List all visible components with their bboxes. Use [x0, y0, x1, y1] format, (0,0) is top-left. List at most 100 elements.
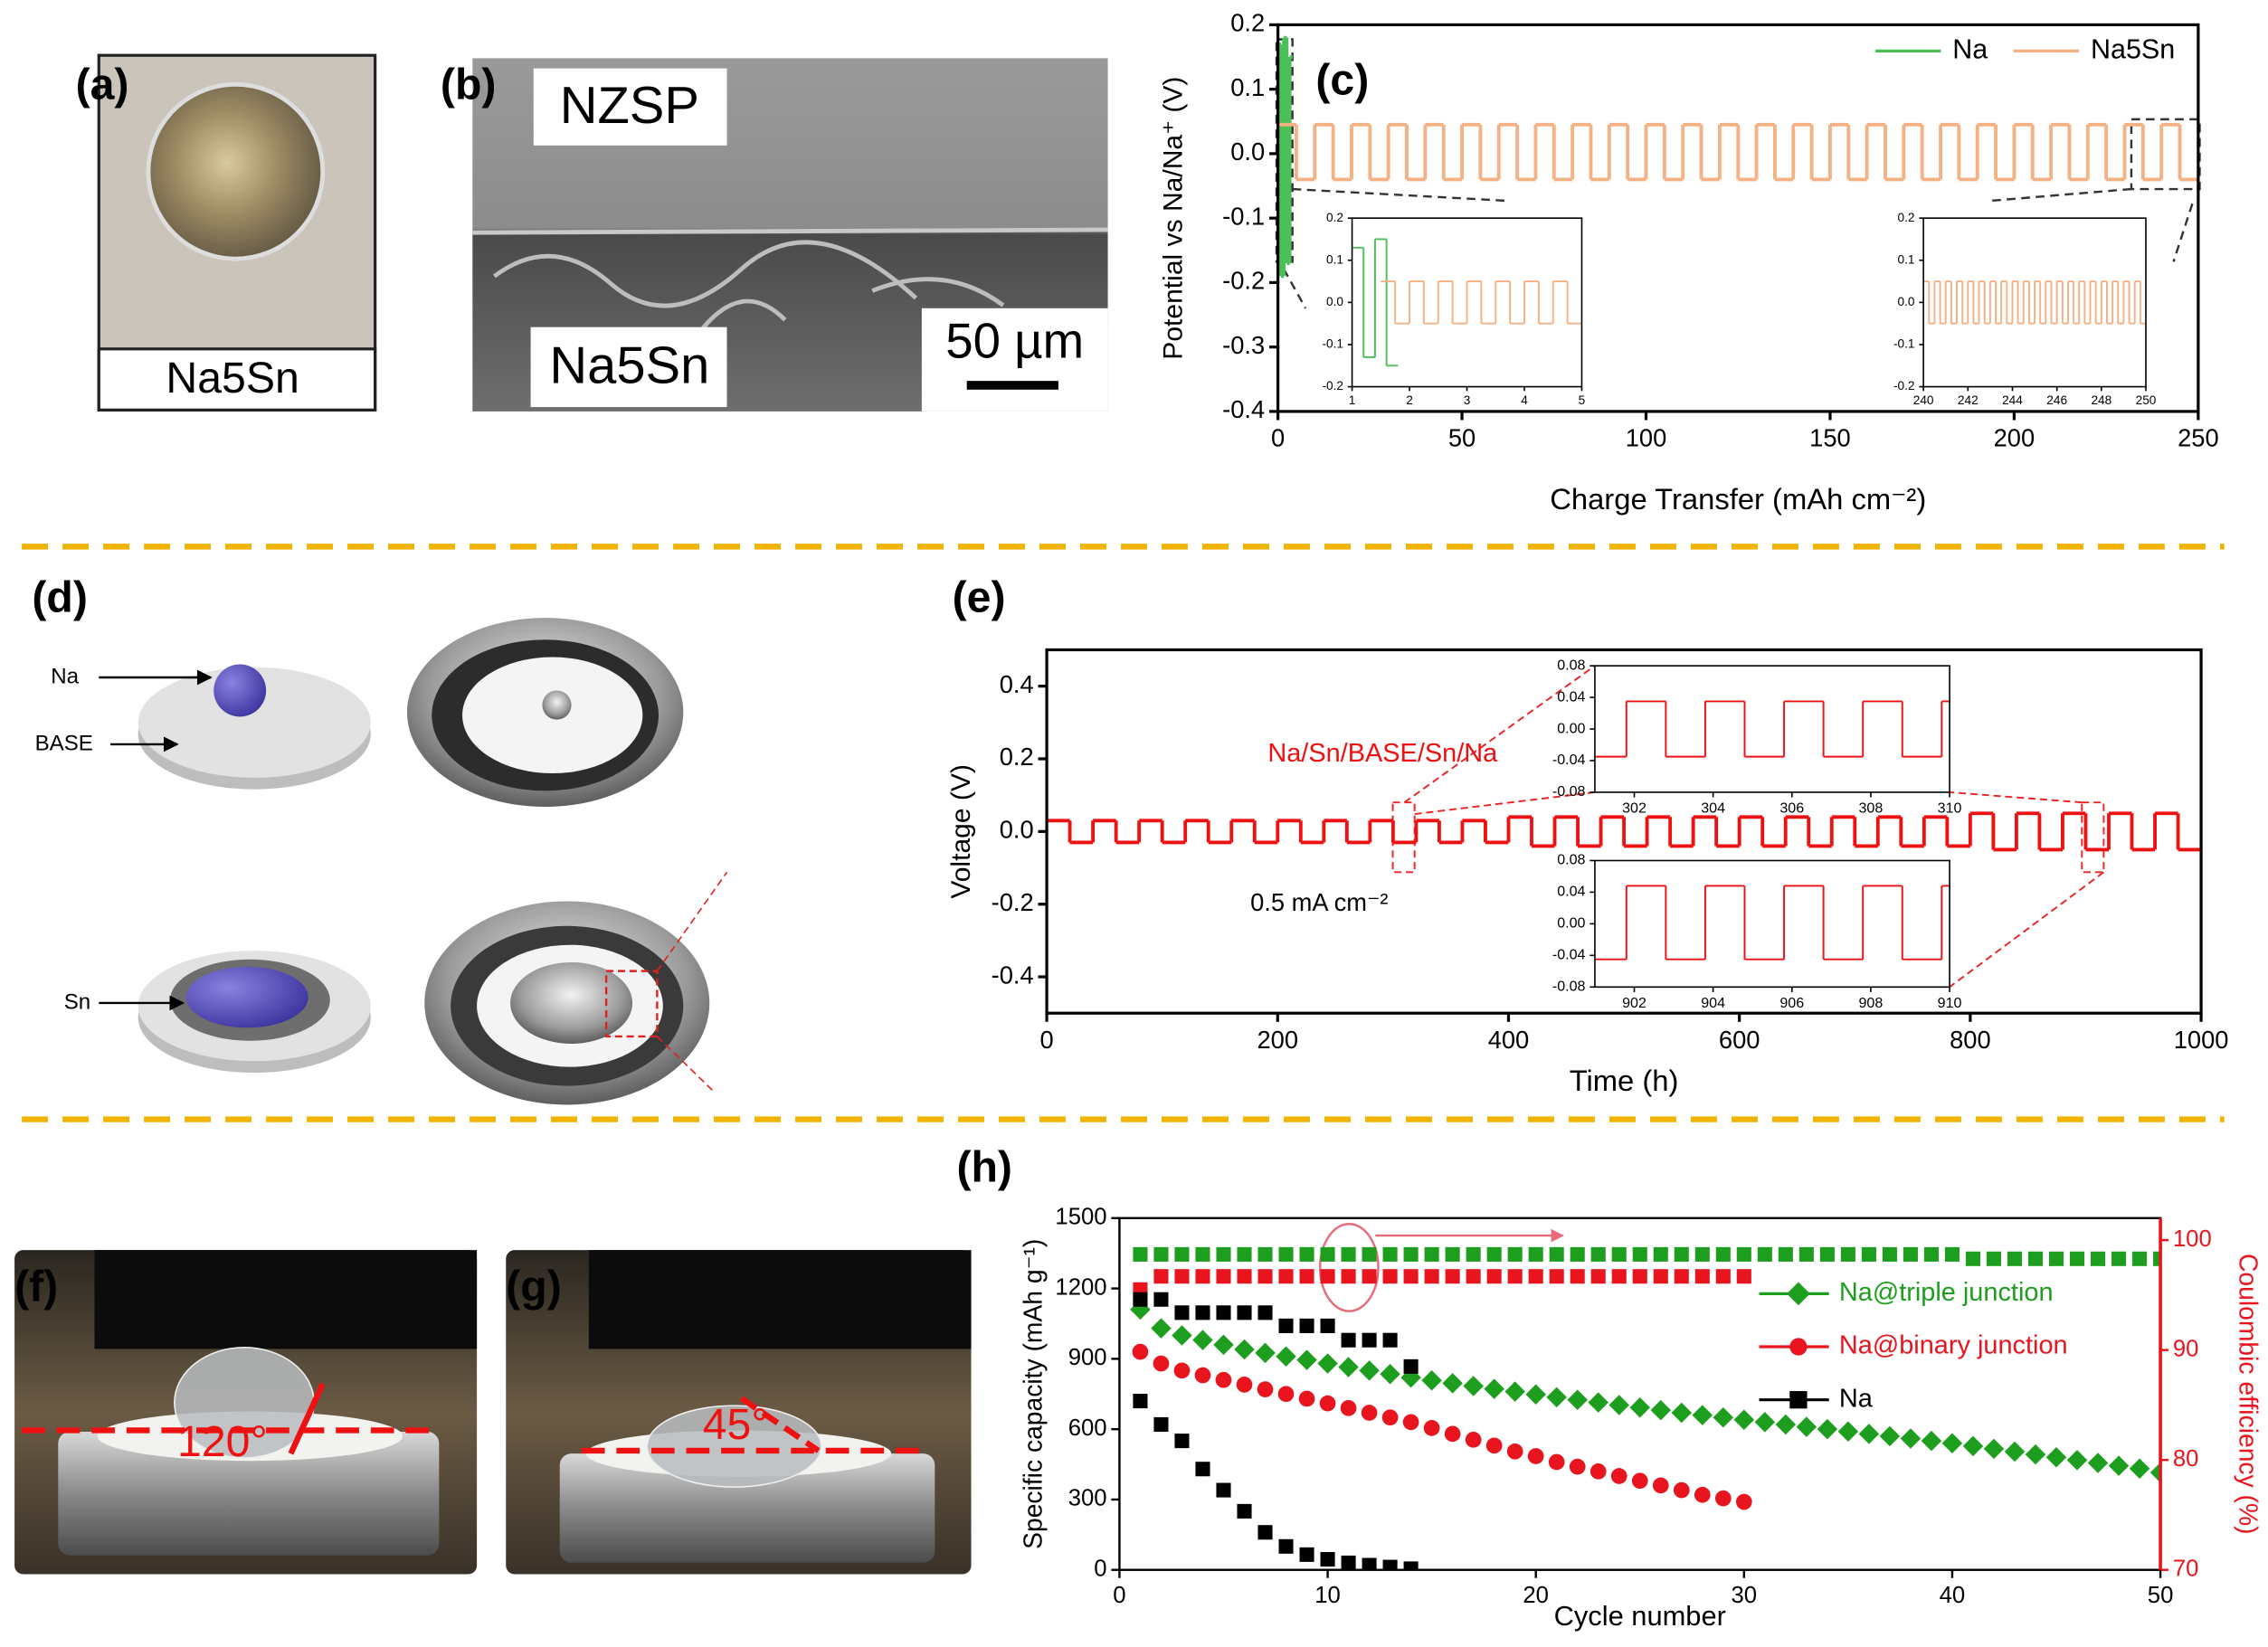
x-tick-label: 4	[1521, 393, 1528, 407]
backdrop	[94, 1250, 478, 1349]
capacity-point	[1276, 1346, 1296, 1368]
capacity-point	[1610, 1468, 1627, 1484]
contact-angle: 45°	[703, 1400, 769, 1449]
zoom-box	[604, 970, 659, 1038]
y-tick-label: 0.2	[1898, 211, 1915, 224]
capacity-point	[1255, 1342, 1276, 1364]
label: Na	[51, 664, 79, 688]
capacity-point	[1879, 1425, 1901, 1447]
legend-label: Na5Sn	[2091, 33, 2175, 64]
capacity-point	[2129, 1458, 2150, 1479]
efficiency-point	[1528, 1246, 1543, 1262]
y-tick-label: 0.0	[1230, 137, 1265, 166]
x-tick-label: 306	[1779, 800, 1804, 817]
capacity-point	[1673, 1481, 1690, 1499]
x-tick-label: 0	[1271, 424, 1285, 452]
tangent	[288, 1382, 326, 1455]
capacity-point	[2045, 1447, 2067, 1468]
y-tick-label: -0.2	[1222, 267, 1265, 295]
efficiency-point	[1632, 1269, 1647, 1284]
capacity-point	[1527, 1448, 1544, 1464]
y2-tick-label: 80	[2173, 1446, 2199, 1472]
capacity-point	[1713, 1406, 1734, 1428]
efficiency-point	[1590, 1246, 1606, 1262]
y-tick-label: -0.2	[992, 888, 1034, 916]
x-tick-label: 150	[1809, 424, 1851, 452]
efficiency-point	[1778, 1246, 1793, 1262]
legend-marker	[1789, 1391, 1808, 1409]
y-tick-label: 0.1	[1326, 252, 1343, 266]
x-tick-label: 100	[1626, 424, 1667, 452]
efficiency-point	[1278, 1269, 1294, 1284]
y-axis-label: Voltage (V)	[946, 764, 976, 899]
panel-label: (b)	[441, 60, 497, 109]
tangent	[739, 1396, 821, 1453]
capacity-point	[1900, 1428, 1922, 1449]
axes-frame	[1276, 23, 2200, 413]
capacity-point	[1153, 1416, 1169, 1433]
y-tick-label: 0.2	[1000, 743, 1034, 771]
capacity-point	[1569, 1458, 1586, 1475]
efficiency-point	[1445, 1269, 1460, 1284]
y-tick-label: -0.4	[1222, 395, 1265, 423]
efficiency-point	[1257, 1305, 1273, 1320]
layer-label: NZSP	[560, 77, 699, 135]
capacity-point	[1608, 1395, 1629, 1415]
axes-frame	[1594, 859, 1950, 989]
panel-label: (d)	[32, 573, 88, 622]
plot-area	[1047, 811, 2202, 852]
guide	[656, 871, 728, 972]
capacity-point	[1299, 1547, 1314, 1562]
capacity-point	[1546, 1387, 1567, 1408]
efficiency-point	[1278, 1318, 1294, 1333]
efficiency-point	[1153, 1246, 1169, 1262]
efficiency-point	[1507, 1269, 1523, 1284]
x-tick-label: 250	[2178, 424, 2219, 452]
efficiency-point	[1257, 1269, 1273, 1284]
y-tick-label: -0.04	[1552, 947, 1586, 963]
x-tick-label: 50	[2148, 1583, 2174, 1608]
efficiency-point	[1653, 1246, 1668, 1262]
efficiency-point	[2091, 1251, 2106, 1266]
x-tick-label: 400	[1488, 1026, 1530, 1054]
capacity-point	[1402, 1414, 1419, 1431]
y-tick-label: 0	[1094, 1557, 1106, 1582]
caption-band	[97, 347, 377, 412]
y-tick-label: 0.0	[1000, 816, 1034, 844]
x-tick-label: 600	[1719, 1026, 1760, 1054]
efficiency-point	[1278, 1246, 1294, 1262]
y-tick-label: 300	[1068, 1486, 1107, 1511]
x-tick-label: 250	[2136, 393, 2157, 407]
x-tick-label: 5	[1579, 393, 1586, 407]
photo-a: Na5Sn	[97, 53, 377, 412]
capacity-point	[1504, 1381, 1525, 1402]
y-tick-label: -0.1	[1893, 337, 1915, 351]
x-tick-label: 10	[1314, 1583, 1341, 1608]
capacity-point	[1692, 1405, 1713, 1425]
efficiency-point	[1174, 1305, 1190, 1320]
backdrop	[588, 1250, 972, 1349]
y-tick-label: 0.04	[1557, 884, 1585, 900]
capacity-point	[1983, 1438, 2005, 1460]
efficiency-point	[1299, 1318, 1314, 1333]
y-tick-label: 0.00	[1557, 720, 1585, 736]
efficiency-point	[1382, 1332, 1398, 1348]
guide	[1282, 268, 1307, 309]
chart: 1 2 3 4 5 -0.2 -0.1 0.0 0.1 0.2	[1322, 211, 1585, 407]
efficiency-point	[1549, 1246, 1564, 1262]
legend-label: Na@binary junction	[1839, 1331, 2068, 1360]
x-tick-label: 1	[1349, 393, 1356, 407]
efficiency-point	[1153, 1292, 1169, 1307]
na-layer	[185, 966, 308, 1028]
capacity-point	[1733, 1409, 1755, 1431]
charts: 0 50 100 150 200 250-0.4-0.3-0.2-0.10.00.10.2…	[946, 9, 2263, 1632]
capacity-point	[1652, 1477, 1669, 1494]
y-tick-label: 900	[1068, 1345, 1107, 1370]
capacity-point	[1317, 1353, 1338, 1374]
efficiency-point	[1736, 1269, 1751, 1284]
capacity-point	[2025, 1443, 2046, 1465]
y-tick-label: 0.08	[1557, 657, 1585, 673]
texture	[492, 240, 1005, 336]
annotation: 0.5 mA cm⁻²	[1250, 888, 1388, 916]
capacity-point	[2108, 1455, 2130, 1476]
